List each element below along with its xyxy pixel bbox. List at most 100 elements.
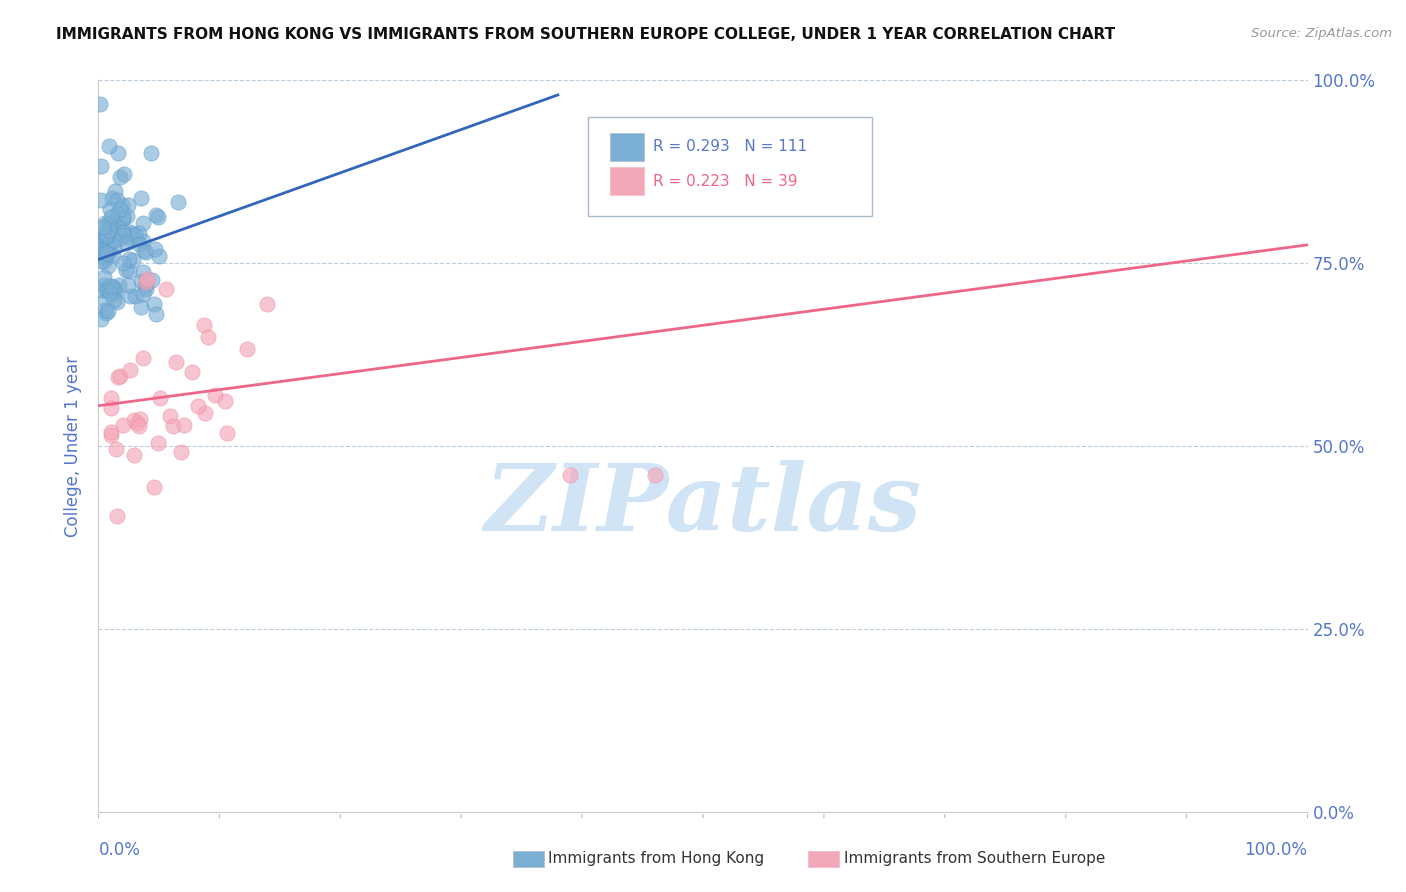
Point <box>132 234 155 248</box>
Point <box>115 236 138 251</box>
Point <box>159 409 181 423</box>
Point <box>96 283 118 297</box>
Point <box>96 246 118 260</box>
Point <box>111 256 134 270</box>
Point <box>100 425 122 440</box>
Point <box>193 406 215 420</box>
Point <box>97 279 120 293</box>
Point <box>89 97 111 112</box>
Point <box>94 237 117 252</box>
Point <box>101 284 124 298</box>
Point <box>100 428 122 442</box>
Point <box>96 229 118 244</box>
Point <box>103 233 125 247</box>
Point <box>162 418 184 433</box>
Point <box>97 217 120 231</box>
Point <box>101 228 124 243</box>
Point <box>93 277 115 292</box>
Point <box>131 216 153 230</box>
Point <box>181 365 204 379</box>
Point <box>256 297 278 311</box>
Point <box>129 412 152 426</box>
Point <box>132 286 155 301</box>
Text: 100.0%: 100.0% <box>1244 841 1308 859</box>
Point <box>115 210 138 224</box>
Point <box>96 228 118 243</box>
Point <box>124 228 146 243</box>
Point <box>90 242 112 256</box>
Point <box>120 289 142 303</box>
Point <box>558 468 581 483</box>
Point <box>644 468 666 483</box>
Point <box>146 211 169 225</box>
Point <box>155 281 177 295</box>
Point <box>93 253 115 268</box>
Point <box>145 307 167 321</box>
Point <box>96 237 118 252</box>
Point <box>91 249 114 263</box>
Point <box>98 216 121 230</box>
Point <box>165 355 187 369</box>
Point <box>139 145 162 160</box>
Point <box>121 227 143 241</box>
Point <box>103 293 125 307</box>
Point <box>105 508 128 523</box>
Point <box>104 184 127 198</box>
Point <box>107 146 129 161</box>
Point <box>90 312 112 326</box>
Point <box>193 318 215 332</box>
Point <box>97 246 120 260</box>
Point <box>122 448 145 462</box>
Point <box>115 263 138 277</box>
Point <box>124 289 146 303</box>
Point <box>146 435 169 450</box>
Point <box>120 230 142 244</box>
Point <box>141 272 163 286</box>
Point <box>105 295 128 310</box>
Point <box>129 300 152 314</box>
Text: Immigrants from Southern Europe: Immigrants from Southern Europe <box>844 852 1105 866</box>
Point <box>98 285 121 300</box>
Point <box>135 282 157 296</box>
Point <box>143 480 166 494</box>
Point <box>94 227 117 241</box>
Point <box>118 252 141 267</box>
Point <box>148 249 170 263</box>
Point <box>112 212 135 227</box>
Point <box>217 425 239 440</box>
Point <box>91 220 114 235</box>
Point <box>93 270 115 285</box>
Point <box>105 194 128 208</box>
Point <box>98 202 121 216</box>
FancyBboxPatch shape <box>610 168 644 195</box>
Point <box>108 278 131 293</box>
Point <box>128 419 150 434</box>
Point <box>101 280 124 294</box>
Point <box>97 259 120 273</box>
Point <box>118 362 141 376</box>
Point <box>89 233 111 247</box>
Point <box>166 195 188 210</box>
Point <box>90 159 112 173</box>
Point <box>98 283 121 297</box>
Point <box>128 237 150 252</box>
Point <box>149 391 172 405</box>
Point <box>118 264 141 278</box>
Point <box>100 391 122 405</box>
Point <box>96 240 118 254</box>
Text: R = 0.293   N = 111: R = 0.293 N = 111 <box>654 139 807 154</box>
Point <box>97 222 120 236</box>
Point <box>94 293 117 307</box>
Point <box>136 272 159 286</box>
Point <box>112 167 135 181</box>
Text: Source: ZipAtlas.com: Source: ZipAtlas.com <box>1251 27 1392 40</box>
Point <box>90 254 112 268</box>
Point <box>93 303 115 318</box>
Point <box>100 401 122 415</box>
Point <box>101 191 124 205</box>
Point <box>118 225 141 239</box>
Point <box>187 399 209 413</box>
Point <box>97 304 120 318</box>
Point <box>94 306 117 320</box>
Text: 0.0%: 0.0% <box>98 841 141 859</box>
